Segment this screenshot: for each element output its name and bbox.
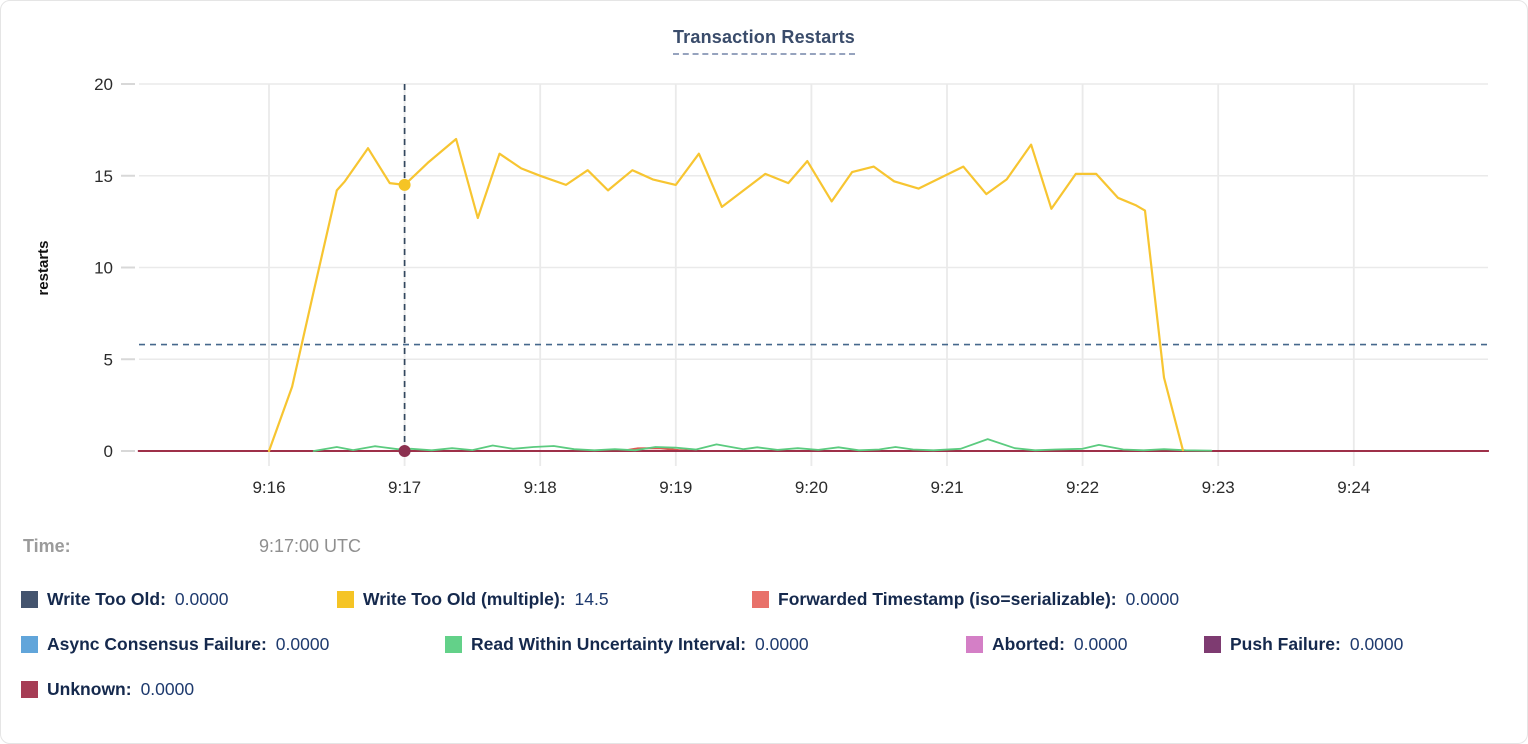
legend-item: Aborted: 0.0000	[966, 634, 1127, 655]
y-axis-label: restarts	[35, 240, 52, 295]
legend-label: Unknown:	[47, 679, 132, 699]
x-tick-label: 9:18	[524, 478, 557, 497]
legend-item: Forwarded Timestamp (iso=serializable): 0…	[752, 589, 1179, 610]
legend-item: Write Too Old: 0.0000	[21, 589, 228, 610]
legend-label: Aborted:	[992, 634, 1065, 654]
legend-value: 0.0000	[140, 679, 195, 699]
x-tick-label: 9:22	[1066, 478, 1099, 497]
y-tick-label: 5	[104, 350, 113, 369]
legend-value: 0.0000	[1125, 589, 1180, 609]
series-line	[312, 438, 1213, 452]
legend-label: Write Too Old:	[47, 589, 166, 609]
legend-value: 0.0000	[1073, 634, 1128, 654]
legend-value: 0.0000	[755, 634, 809, 654]
hover-dot	[398, 178, 411, 191]
legend-item: Async Consensus Failure: 0.0000	[21, 634, 329, 655]
legend-value: 0.0000	[275, 634, 330, 654]
legend-swatch	[21, 681, 38, 698]
legend-value: 0.0000	[174, 589, 229, 609]
x-tick-label: 9:24	[1337, 478, 1370, 497]
hover-time-row: Time: 9:17:00 UTC	[1, 536, 1527, 560]
y-tick-label: 0	[104, 442, 113, 461]
legend-label: Read Within Uncertainty Interval:	[471, 634, 747, 654]
legend-label: Push Failure:	[1230, 634, 1341, 654]
legend-label: Write Too Old (multiple):	[363, 589, 566, 609]
y-tick-label: 20	[94, 75, 113, 94]
x-tick-label: 9:20	[795, 478, 828, 497]
hover-dot	[398, 445, 411, 457]
time-label: Time:	[23, 536, 71, 556]
legend-swatch	[21, 591, 38, 608]
legend-swatch	[752, 591, 769, 608]
legend-swatch	[337, 591, 354, 608]
transaction-restarts-chart[interactable]: 0 5 10 15 20 9:16 9:17 9:18 9:19 9:20 9:21 9:22 9:23…	[1, 1, 1528, 521]
legend-value: 0.0000	[1349, 634, 1404, 654]
legend-label: Async Consensus Failure:	[47, 634, 267, 654]
legend-swatch	[21, 636, 38, 653]
legend-row: Unknown: 0.0000	[1, 679, 1527, 703]
legend-value: 14.5	[574, 589, 609, 609]
legend-item: Push Failure: 0.0000	[1204, 634, 1403, 655]
legend-item: Unknown: 0.0000	[21, 679, 194, 700]
legend-swatch	[445, 636, 462, 653]
x-tick-label: 9:17	[388, 478, 421, 497]
legend-label: Forwarded Timestamp (iso=serializable):	[778, 589, 1117, 609]
legend-row: Async Consensus Failure: 0.0000 Read Withi…	[1, 634, 1527, 658]
chart-title[interactable]: Transaction Restarts	[672, 27, 856, 55]
x-tick-label: 9:21	[930, 478, 963, 497]
legend-swatch	[1204, 636, 1221, 653]
legend-item: Write Too Old (multiple): 14.5	[337, 589, 609, 610]
legend-row: Write Too Old: 0.0000 Write Too Old (multi…	[1, 589, 1527, 613]
legend-item: Read Within Uncertainty Interval: 0.0000	[445, 634, 809, 655]
chart-title-wrap: Transaction Restarts	[1, 27, 1527, 55]
y-tick-label: 10	[94, 259, 113, 278]
x-tick-label: 9:19	[659, 478, 692, 497]
legend-swatch	[966, 636, 983, 653]
x-tick-label: 9:23	[1202, 478, 1235, 497]
time-value: 9:17:00 UTC	[259, 536, 362, 556]
x-tick-label: 9:16	[252, 478, 285, 497]
y-tick-label: 15	[94, 167, 113, 186]
